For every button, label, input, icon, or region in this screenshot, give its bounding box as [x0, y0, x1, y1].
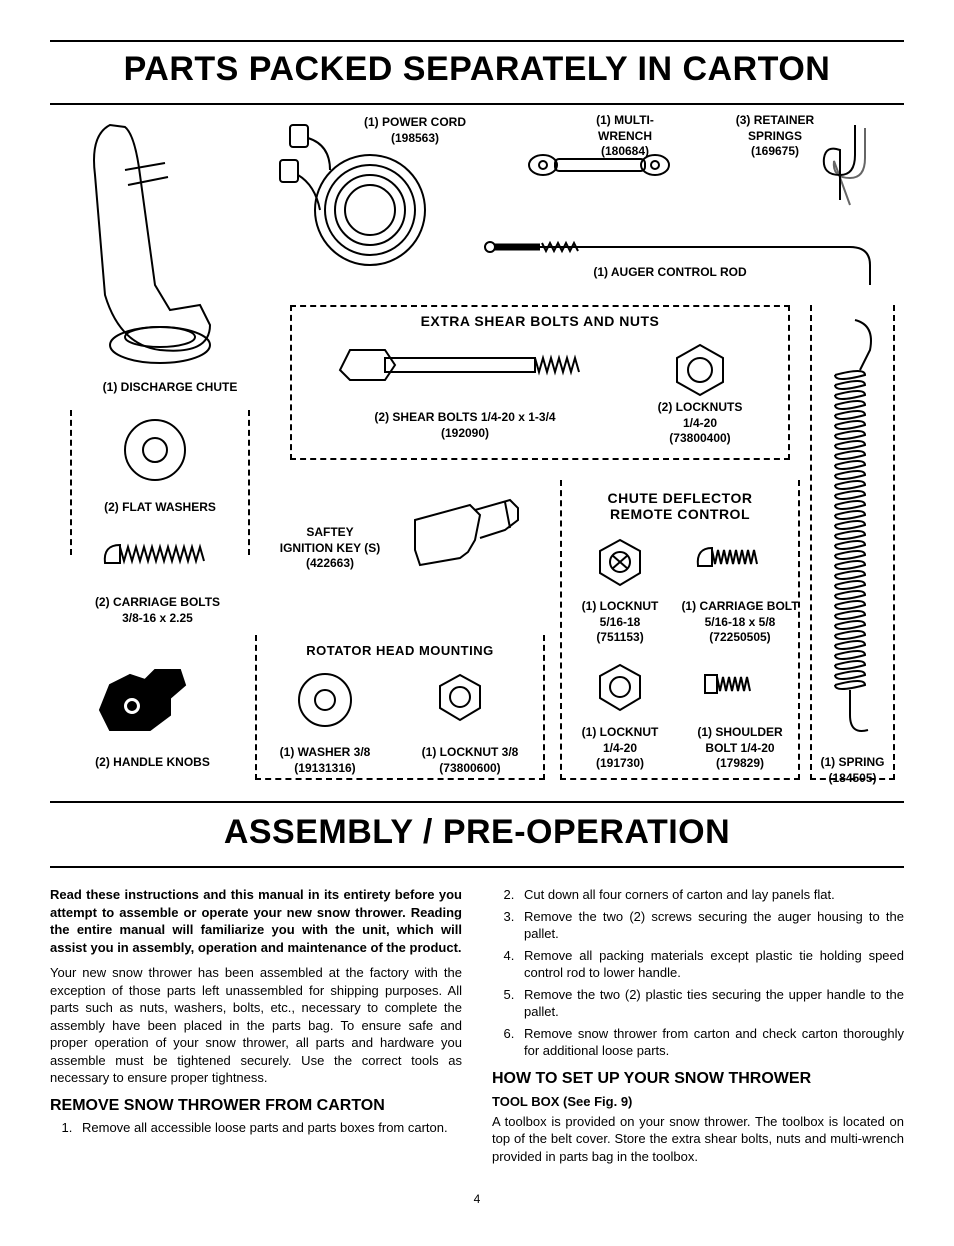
retainer-springs-label: (3) RETAINERSPRINGS(169675) — [720, 113, 830, 160]
carriage-bolt-516-label: (1) CARRIAGE BOLT5/16-18 x 5/8(72250505) — [675, 599, 805, 646]
shoulder-bolt-icon — [700, 665, 790, 705]
carriage-bolt-38-icon — [95, 535, 225, 580]
step-4: Remove all packing materials except plas… — [518, 947, 904, 982]
handle-knobs-label: (2) HANDLE KNOBS — [75, 755, 230, 771]
extra-shear-label: EXTRA SHEAR BOLTS AND NUTS — [390, 313, 690, 329]
discharge-chute-icon — [70, 115, 230, 375]
parts-diagram: (1) DISCHARGE CHUTE (1) POWER CORD(19856… — [50, 103, 904, 803]
power-cord-label: (1) POWER CORD(198563) — [350, 115, 480, 146]
locknut-516-icon — [590, 535, 650, 590]
safety-key-icon — [410, 490, 540, 580]
step-2: Cut down all four corners of carton and … — [518, 886, 904, 904]
shear-bolt-icon — [330, 340, 610, 400]
locknut-516-label: (1) LOCKNUT5/16-18(751153) — [570, 599, 670, 646]
step-5: Remove the two (2) plastic ties securing… — [518, 986, 904, 1021]
shoulder-bolt-label: (1) SHOULDERBOLT 1/4-20(179829) — [675, 725, 805, 772]
page-number: 4 — [50, 1192, 904, 1206]
title-assembly: ASSEMBLY / PRE-OPERATION — [50, 813, 904, 852]
spring-label: (1) SPRING(184505) — [810, 755, 895, 786]
locknut-14s-icon — [590, 660, 650, 715]
locknut-38-label: (1) LOCKNUT 3/8(73800600) — [405, 745, 535, 776]
assembly-columns: Read these instructions and this manual … — [50, 886, 904, 1174]
locknuts-14-label: (2) LOCKNUTS1/4-20(73800400) — [645, 400, 755, 447]
shear-bolts-label: (2) SHEAR BOLTS 1/4-20 x 1-3/4(192090) — [350, 410, 580, 441]
auger-rod-label: (1) AUGER CONTROL ROD — [580, 265, 760, 281]
chute-deflector-label: CHUTE DEFLECTORREMOTE CONTROL — [570, 490, 790, 522]
discharge-chute-label: (1) DISCHARGE CHUTE — [90, 380, 250, 396]
remove-heading: REMOVE SNOW THROWER FROM CARTON — [50, 1097, 462, 1115]
step-3: Remove the two (2) screws securing the a… — [518, 908, 904, 943]
rotator-label: ROTATOR HEAD MOUNTING — [255, 643, 545, 658]
step-1: Remove all accessible loose parts and pa… — [76, 1119, 462, 1137]
step-6: Remove snow thrower from carton and chec… — [518, 1025, 904, 1060]
safety-key-label: SAFTEYIGNITION KEY (S)(422663) — [265, 525, 395, 572]
title-parts: PARTS PACKED SEPARATELY IN CARTON — [50, 50, 904, 89]
desc-text: Your new snow thrower has been assembled… — [50, 964, 462, 1087]
toolbox-text: A toolbox is provided on your snow throw… — [492, 1113, 904, 1166]
washer-38-icon — [290, 670, 360, 730]
intro-text: Read these instructions and this manual … — [50, 886, 462, 956]
multi-wrench-label: (1) MULTI-WRENCH(180684) — [580, 113, 670, 160]
carriage-bolts-label: (2) CARRIAGE BOLTS3/8-16 x 2.25 — [70, 595, 245, 626]
locknut-14s-label: (1) LOCKNUT1/4-20(191730) — [570, 725, 670, 772]
handle-knob-icon — [90, 650, 200, 740]
locknut-14-icon — [665, 340, 735, 400]
toolbox-heading: TOOL BOX (See Fig. 9) — [492, 1094, 904, 1109]
washer-38-label: (1) WASHER 3/8(19131316) — [265, 745, 385, 776]
flat-washer-icon — [110, 415, 200, 485]
flat-washers-label: (2) FLAT WASHERS — [80, 500, 240, 516]
setup-heading: HOW TO SET UP YOUR SNOW THROWER — [492, 1070, 904, 1088]
carriage-bolt-516-icon — [690, 540, 790, 580]
spring-icon — [820, 315, 885, 745]
locknut-38-icon — [430, 670, 490, 725]
